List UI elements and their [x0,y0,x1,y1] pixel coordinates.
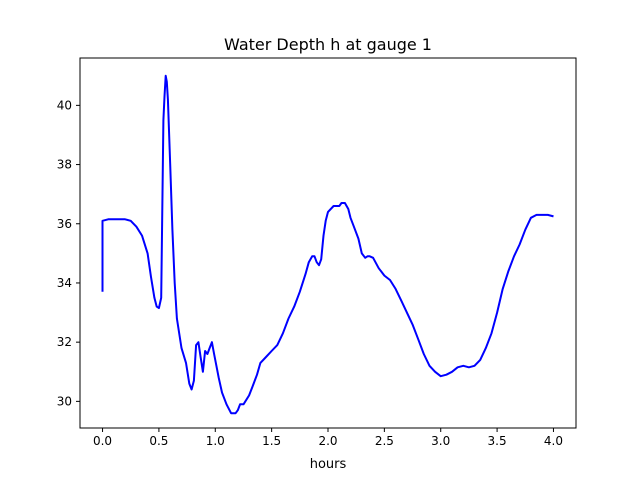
x-tick-label: 1.5 [262,434,281,448]
y-tick-label: 34 [57,276,72,290]
series-line [101,74,554,415]
y-tick-label: 38 [57,158,72,172]
y-tick-label: 32 [57,335,72,349]
y-tick-label: 30 [57,394,72,408]
y-tick-label: 36 [57,217,72,231]
x-tick-label: 0.5 [149,434,168,448]
x-axis-ticks: 0.0 0.5 1.0 1.5 2.0 2.5 3.0 3.5 4.0 [93,428,563,448]
x-tick-label: 0.0 [93,434,112,448]
x-axis-label: hours [310,457,347,472]
x-tick-label: 3.0 [431,434,450,448]
x-tick-label: 2.5 [375,434,394,448]
x-tick-label: 2.0 [318,434,337,448]
plot-frame [79,57,577,429]
y-axis-ticks: 30 32 34 36 38 40 [57,98,80,408]
x-tick-label: 3.5 [488,434,507,448]
x-tick-label: 4.0 [544,434,563,448]
chart-title: Water Depth h at gauge 1 [224,35,432,54]
y-tick-label: 40 [57,98,72,112]
x-tick-label: 1.0 [206,434,225,448]
